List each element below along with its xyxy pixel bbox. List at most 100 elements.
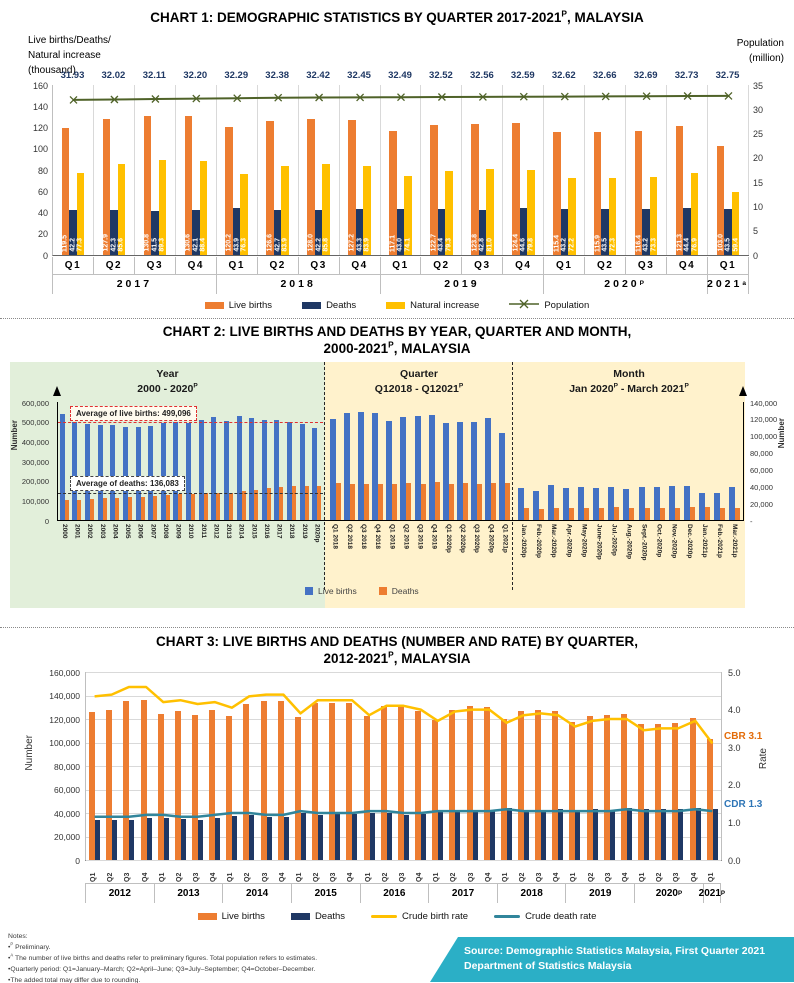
x-axis-year-label: 2016 [361,884,430,903]
bar-pair [601,714,618,860]
population-value-label: 32.02 [101,70,126,81]
chart1-quarter-group: 115.9 43.5 72.3 [585,85,627,255]
bar-live-births [471,421,478,520]
bar-pair [463,706,480,860]
bar-value-label: 83.9 [281,238,289,252]
bar-deaths [249,815,255,860]
bar-deaths: 42.2 [314,210,323,255]
bar-deaths: 43.2 [560,209,568,255]
bottom-axis-line [57,520,744,521]
bar-live-births [518,487,525,520]
chart1-left-axis-caption: Live births/Deaths/ Natural increase (th… [28,33,111,78]
x-tick: Dec.-2020p [682,524,697,561]
bar-deaths: 43.5 [601,208,609,255]
x-tick-label: Q3 2019 [416,524,424,549]
x-tick: Q3 2018 [356,524,370,553]
bar-live-births [466,706,473,860]
bar-live-births: 116.4 [634,131,643,255]
bar-deaths [228,492,233,520]
x-tick-label: Q1 [501,872,509,882]
bar-deaths [712,808,718,860]
bar-live-births [274,420,280,520]
x-tick: Q2 [377,862,394,882]
x-tick: 2019 [298,524,311,542]
month-section-header: Month Jan 2020P - March 2021P [513,367,745,396]
bar-live-births: 130.6 [184,116,193,255]
bar-deaths [491,482,497,520]
chart2-month-bars [516,402,742,520]
section-header-range: Q12018 - Q12021P [374,382,464,395]
x-tick: Q1 2019 [385,524,399,553]
x-tick: Nov.-2020p [667,524,682,561]
legend-item-natural-increase: Natural increase [386,296,479,314]
y-axis-tick-label: 35 [753,80,764,91]
bar-value-label: 42.8 [478,238,486,252]
bar-natural-increase: 79.8 [527,170,535,255]
x-tick-label: June-2020p [595,524,603,560]
average-deaths-line [58,493,323,495]
chart3-title-line1: CHART 3: LIVE BIRTHS AND DEATHS (NUMBER … [156,634,638,649]
bar-deaths [661,808,667,860]
x-tick-label: Nov.-2020p [670,524,678,559]
bar-deaths [153,496,158,520]
x-tick-label: Q1 [90,872,98,882]
bar-live-births [260,701,267,860]
bar-value-label: 76.3 [240,238,248,252]
chart1-quarter-group: 128.0 42.2 85.8 [299,85,340,255]
bar-deaths [180,818,186,860]
average-deaths-callout: Average of deaths: 136,083 [70,476,185,491]
legend-label: Deaths [391,586,419,596]
x-tick-label: 2009 [174,524,182,539]
y-axis-tick-label: 1.0 [728,817,741,828]
x-tick: 2011 [197,524,210,542]
legend-label: Deaths [314,911,346,922]
bar-value-label: 128.0 [307,234,315,252]
x-tick: Q4 [617,862,634,882]
bar-deaths [146,817,152,860]
legend-xline-swatch [509,296,540,314]
x-tick: 2000 [58,524,71,542]
bar-pair [222,421,235,520]
x-tick: Q1 2018 [328,524,342,553]
x-tick: 2008 [159,524,172,542]
legend-item-deaths: Deaths [378,586,419,596]
bar-deaths [392,483,398,520]
section-dashed-divider [324,362,325,590]
bar-live-births [485,417,492,520]
x-tick-label: Q1 [227,872,235,882]
x-axis-year-label: 2012 [86,884,155,903]
x-tick: Q4 [480,862,497,882]
bar-live-births [593,487,600,520]
bar-live-births [620,713,627,860]
chart2-right-axis-title: Number [777,418,786,449]
bar-live-births [706,739,713,860]
x-axis-year-label: 2019 [381,274,545,294]
bar-value-label: 42.7 [274,238,282,252]
x-tick: 2016 [260,524,273,542]
x-tick: Q2 [583,862,600,882]
bar-deaths [575,809,581,860]
x-tick-label: 2016 [262,524,270,539]
bar-value-label: 76.9 [691,238,699,252]
x-tick-label: May-2020p [580,524,588,558]
bar-live-births [97,425,103,520]
population-value-label: 32.52 [429,70,453,81]
chart1-right-axis: 35 30 25 20 15 10 5 0 [753,81,783,261]
bar-deaths [102,498,107,520]
up-arrow-icon [739,386,747,396]
x-axis-year-label: 2021 a [707,274,749,294]
x-tick-label: Q3 [604,872,612,882]
bar-deaths [232,815,238,860]
x-axis-quarter-label: Q3 [462,256,504,274]
bar-deaths: 44.6 [519,207,528,255]
x-tick-label: Q2 [244,872,252,882]
legend-line-swatch [371,915,398,918]
bar-pair [275,700,292,860]
y-axis-tick-label: 100 [32,144,48,155]
x-tick-label: 2002 [86,524,94,539]
section-dashed-divider [512,362,513,590]
bar-deaths [609,809,615,860]
bar-deaths [241,490,246,520]
bar-live-births [414,415,421,520]
bar-live-births [535,709,542,860]
